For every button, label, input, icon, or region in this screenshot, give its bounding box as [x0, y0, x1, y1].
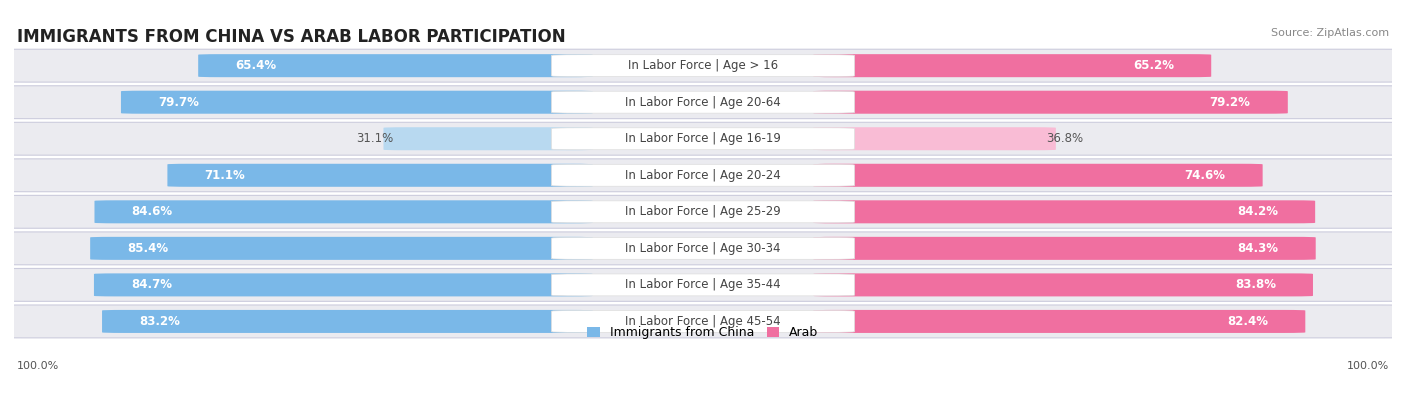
Text: 65.4%: 65.4%: [235, 59, 277, 72]
FancyBboxPatch shape: [551, 164, 855, 186]
FancyBboxPatch shape: [551, 237, 855, 259]
Text: 100.0%: 100.0%: [17, 361, 59, 371]
FancyBboxPatch shape: [0, 269, 1406, 301]
FancyBboxPatch shape: [551, 55, 855, 77]
FancyBboxPatch shape: [813, 273, 1313, 296]
Text: 83.2%: 83.2%: [139, 315, 180, 328]
FancyBboxPatch shape: [551, 91, 855, 113]
Text: 84.6%: 84.6%: [132, 205, 173, 218]
Legend: Immigrants from China, Arab: Immigrants from China, Arab: [588, 326, 818, 339]
FancyBboxPatch shape: [94, 200, 593, 223]
Text: In Labor Force | Age 35-44: In Labor Force | Age 35-44: [626, 278, 780, 292]
Text: 65.2%: 65.2%: [1133, 59, 1174, 72]
Text: 71.1%: 71.1%: [205, 169, 246, 182]
Text: In Labor Force | Age 20-64: In Labor Force | Age 20-64: [626, 96, 780, 109]
FancyBboxPatch shape: [551, 201, 855, 223]
Text: 84.7%: 84.7%: [131, 278, 172, 292]
Text: 84.3%: 84.3%: [1237, 242, 1278, 255]
Text: 85.4%: 85.4%: [128, 242, 169, 255]
Text: 79.7%: 79.7%: [157, 96, 200, 109]
Text: 82.4%: 82.4%: [1227, 315, 1268, 328]
FancyBboxPatch shape: [198, 54, 593, 77]
FancyBboxPatch shape: [813, 237, 1316, 260]
FancyBboxPatch shape: [94, 273, 593, 296]
FancyBboxPatch shape: [121, 91, 593, 114]
FancyBboxPatch shape: [813, 91, 1288, 114]
FancyBboxPatch shape: [813, 54, 1211, 77]
Text: 83.8%: 83.8%: [1234, 278, 1275, 292]
Text: 36.8%: 36.8%: [1046, 132, 1084, 145]
Text: In Labor Force | Age 20-24: In Labor Force | Age 20-24: [626, 169, 780, 182]
Text: In Labor Force | Age 16-19: In Labor Force | Age 16-19: [626, 132, 780, 145]
FancyBboxPatch shape: [167, 164, 593, 187]
Text: Source: ZipAtlas.com: Source: ZipAtlas.com: [1271, 28, 1389, 38]
FancyBboxPatch shape: [0, 159, 1406, 192]
FancyBboxPatch shape: [813, 127, 1056, 150]
FancyBboxPatch shape: [813, 310, 1305, 333]
FancyBboxPatch shape: [813, 164, 1263, 187]
Text: In Labor Force | Age > 16: In Labor Force | Age > 16: [628, 59, 778, 72]
FancyBboxPatch shape: [551, 128, 855, 150]
Text: In Labor Force | Age 25-29: In Labor Force | Age 25-29: [626, 205, 780, 218]
FancyBboxPatch shape: [0, 122, 1406, 155]
Text: 79.2%: 79.2%: [1209, 96, 1250, 109]
Text: 31.1%: 31.1%: [356, 132, 394, 145]
Text: 74.6%: 74.6%: [1184, 169, 1226, 182]
FancyBboxPatch shape: [103, 310, 593, 333]
Text: In Labor Force | Age 45-54: In Labor Force | Age 45-54: [626, 315, 780, 328]
FancyBboxPatch shape: [551, 310, 855, 333]
FancyBboxPatch shape: [0, 232, 1406, 265]
FancyBboxPatch shape: [0, 49, 1406, 82]
FancyBboxPatch shape: [0, 305, 1406, 338]
Text: IMMIGRANTS FROM CHINA VS ARAB LABOR PARTICIPATION: IMMIGRANTS FROM CHINA VS ARAB LABOR PART…: [17, 28, 565, 46]
FancyBboxPatch shape: [0, 86, 1406, 118]
Text: In Labor Force | Age 30-34: In Labor Force | Age 30-34: [626, 242, 780, 255]
Text: 100.0%: 100.0%: [1347, 361, 1389, 371]
FancyBboxPatch shape: [90, 237, 593, 260]
FancyBboxPatch shape: [384, 127, 593, 150]
Text: 84.2%: 84.2%: [1237, 205, 1278, 218]
FancyBboxPatch shape: [551, 274, 855, 296]
FancyBboxPatch shape: [0, 196, 1406, 228]
FancyBboxPatch shape: [813, 200, 1315, 223]
